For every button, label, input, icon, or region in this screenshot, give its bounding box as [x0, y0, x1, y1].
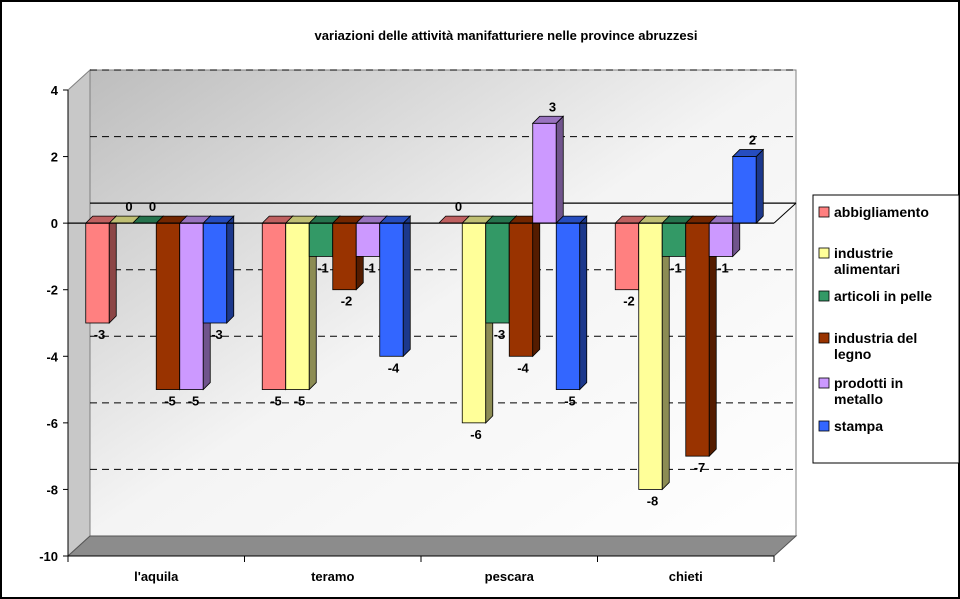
- bar-front: [685, 222, 710, 457]
- bar-front: [155, 222, 181, 390]
- legend-label: stampa: [834, 418, 883, 434]
- legend-box: [812, 194, 960, 464]
- plot-area: -3 0 0 -5 -5 -3 -5 -5 -1 -2 -1 -4 0 -6 -3 -4 3 -5 -2 -8 -1 -7…: [39, 68, 798, 584]
- legend-swatch: [818, 332, 830, 344]
- bar-0-5: [202, 215, 235, 324]
- y-tick-label: -10: [39, 549, 58, 564]
- data-label: -7: [694, 460, 706, 475]
- data-label: -5: [188, 394, 200, 409]
- x-tick-label: teramo: [311, 569, 354, 584]
- bar-top: [531, 115, 565, 124]
- bar-2-5: [555, 215, 588, 391]
- y-tick-label: 2: [51, 150, 58, 165]
- bar-front: [532, 122, 557, 224]
- x-tick-label: pescara: [485, 569, 535, 584]
- bar-front: [638, 222, 663, 490]
- bar-front: [179, 222, 204, 390]
- x-tick-label: l'aquila: [134, 569, 179, 584]
- bar-front: [732, 156, 757, 224]
- bar-front: [485, 222, 510, 324]
- bar-front: [461, 222, 487, 424]
- data-label: -4: [517, 360, 529, 375]
- legend-swatch: [818, 420, 830, 432]
- bar-front: [285, 222, 310, 390]
- bar-3-3: [684, 215, 718, 458]
- bar-front: [85, 222, 110, 324]
- bar-2-3: [508, 215, 541, 358]
- bar-side: [755, 148, 764, 225]
- bar-side: [579, 215, 588, 391]
- legend: abbigliamento industrie alimentari articoli…: [812, 194, 960, 464]
- legend-swatch: [818, 247, 830, 259]
- data-label: 3: [549, 99, 556, 114]
- bar-1-5: [378, 215, 412, 358]
- legend-label: articoli in pelle: [834, 288, 932, 304]
- bar-side: [532, 215, 541, 358]
- data-label: -1: [317, 260, 329, 275]
- bar-3-1: [637, 215, 671, 491]
- bar-side: [226, 215, 235, 324]
- y-tick-label: 0: [51, 216, 58, 231]
- bar-front: [332, 222, 357, 291]
- y-tick-label: 4: [51, 83, 59, 98]
- legend-swatch: [818, 377, 830, 389]
- bar-front: [355, 222, 381, 257]
- data-label: -2: [623, 294, 635, 309]
- zero-line-depth: [773, 202, 797, 224]
- data-label: 0: [149, 199, 156, 214]
- bar-2-4: [531, 115, 565, 225]
- data-label: -3: [94, 327, 106, 342]
- y-tick-label: -8: [46, 482, 58, 497]
- bar-side: [402, 215, 411, 358]
- data-label: -1: [670, 260, 682, 275]
- y-tick-label: -6: [46, 416, 58, 431]
- data-label: -6: [470, 427, 482, 442]
- legend-swatch: [818, 290, 830, 302]
- data-label: 2: [749, 133, 756, 148]
- bar-side: [108, 215, 117, 324]
- bar-1-1: [284, 215, 318, 391]
- floor: [66, 535, 798, 557]
- data-label: -3: [211, 327, 223, 342]
- bar-front: [661, 222, 687, 257]
- data-label: -8: [647, 493, 659, 508]
- data-label: -1: [717, 260, 729, 275]
- bar-front: [379, 222, 404, 357]
- bar-front: [261, 222, 287, 390]
- bar-top: [731, 149, 765, 157]
- data-label: -4: [388, 360, 400, 375]
- bar-front: [202, 222, 228, 324]
- legend-label: industria del legno: [834, 330, 917, 362]
- y-tick-label: -2: [46, 283, 58, 298]
- legend-label: industrie alimentari: [834, 245, 900, 277]
- bar-front: [708, 222, 734, 257]
- legend-swatch: [818, 206, 830, 218]
- data-label: -2: [341, 294, 353, 309]
- data-label: 0: [125, 199, 132, 214]
- legend-label: abbigliamento: [834, 204, 929, 220]
- bar-front: [508, 222, 534, 357]
- x-tick-label: chieti: [669, 569, 703, 584]
- data-label: -5: [564, 394, 576, 409]
- bar-front: [308, 222, 334, 257]
- bar-3-5: [731, 148, 765, 225]
- data-label: -1: [364, 260, 376, 275]
- data-label: -5: [270, 394, 282, 409]
- bar-front: [614, 222, 640, 291]
- chart-title: variazioni delle attività manifatturiere…: [315, 28, 698, 43]
- data-label: -5: [164, 394, 176, 409]
- legend-label: prodotti in metallo: [834, 375, 903, 407]
- bar-side: [555, 115, 564, 225]
- y-tick-label: -4: [46, 349, 58, 364]
- data-label: -5: [294, 394, 306, 409]
- bar-0-0: [84, 215, 118, 324]
- data-label: -3: [494, 327, 506, 342]
- data-label: 0: [455, 199, 462, 214]
- bar-front: [555, 222, 581, 390]
- bar-side: [661, 215, 670, 491]
